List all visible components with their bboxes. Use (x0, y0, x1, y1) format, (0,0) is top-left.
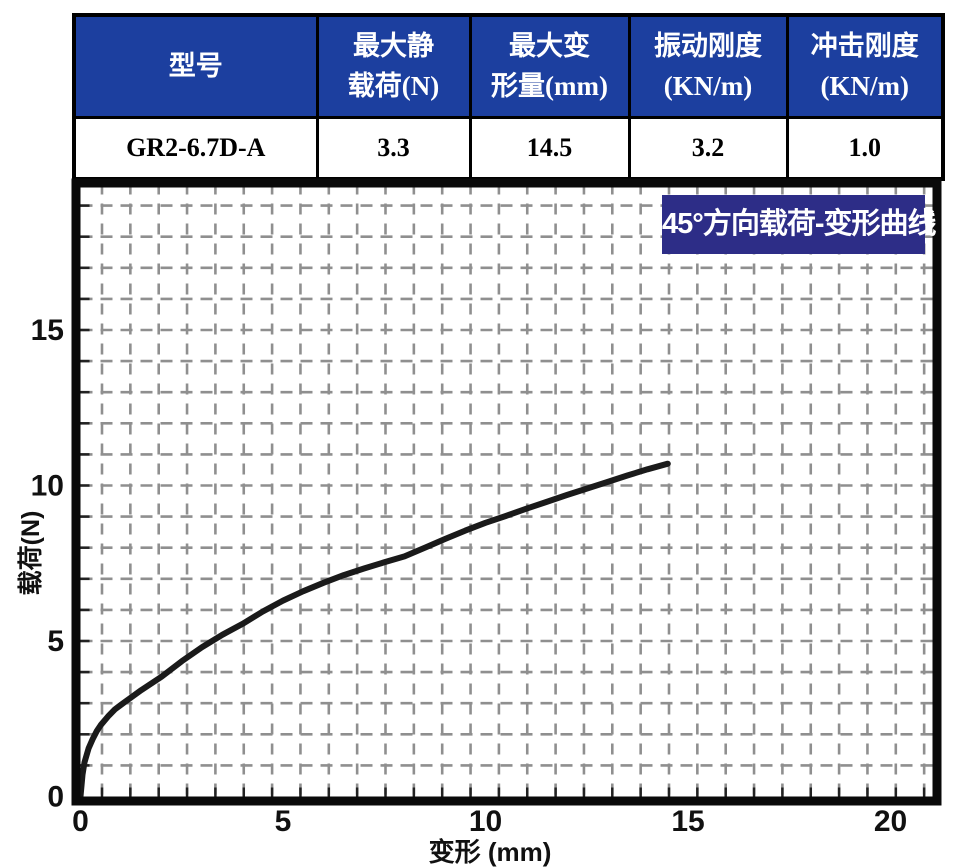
max-static-load-value: 3.3 (315, 116, 472, 181)
plot-border (71, 178, 942, 806)
load-deformation-chart: 0 5 10 15 20 0 5 10 15 (31, 178, 942, 838)
y-tick-label: 0 (47, 781, 64, 814)
y-axis-label: 载荷(N) (17, 510, 45, 596)
max-deformation-value: 14.5 (468, 116, 631, 181)
x-tick-label: 0 (72, 805, 89, 838)
y-tick-label: 15 (31, 314, 64, 347)
chart-area: 0 5 10 15 20 0 5 10 15 (0, 175, 961, 867)
impact-stiffness-value: 1.0 (785, 116, 945, 181)
col-header-impact-stiffness: 冲击刚度 (KN/m) (785, 13, 945, 119)
chart-title-badge: 45°方向载荷-变形曲线 (662, 195, 937, 254)
x-tick-label: 15 (671, 805, 704, 838)
col-header-max-static-load: 最大静 载荷(N) (315, 13, 472, 119)
col-header-vibration-stiffness: 振动刚度 (KN/m) (627, 13, 789, 119)
x-tick-label: 10 (469, 805, 502, 838)
col-header-model: 型号 (72, 13, 319, 119)
y-tick-label: 10 (31, 470, 64, 503)
y-tick-label: 5 (47, 625, 64, 658)
vibration-stiffness-value: 3.2 (627, 116, 789, 181)
x-tick-label: 20 (874, 805, 907, 838)
model-value: GR2-6.7D-A (72, 116, 319, 181)
spec-table-value-row: GR2-6.7D-A 3.3 14.5 3.2 1.0 (72, 116, 945, 181)
load-deformation-curve (77, 460, 671, 800)
spec-table-header-row: 型号 最大静 载荷(N) 最大变 形量(mm) 振动刚度 (KN/m) 冲击刚度… (72, 13, 945, 119)
x-tick-label: 5 (275, 805, 292, 838)
spec-table: 型号 最大静 载荷(N) 最大变 形量(mm) 振动刚度 (KN/m) 冲击刚度… (72, 13, 945, 181)
x-axis-label: 变形 (mm) (428, 837, 552, 867)
col-header-max-deformation: 最大变 形量(mm) (468, 13, 631, 119)
